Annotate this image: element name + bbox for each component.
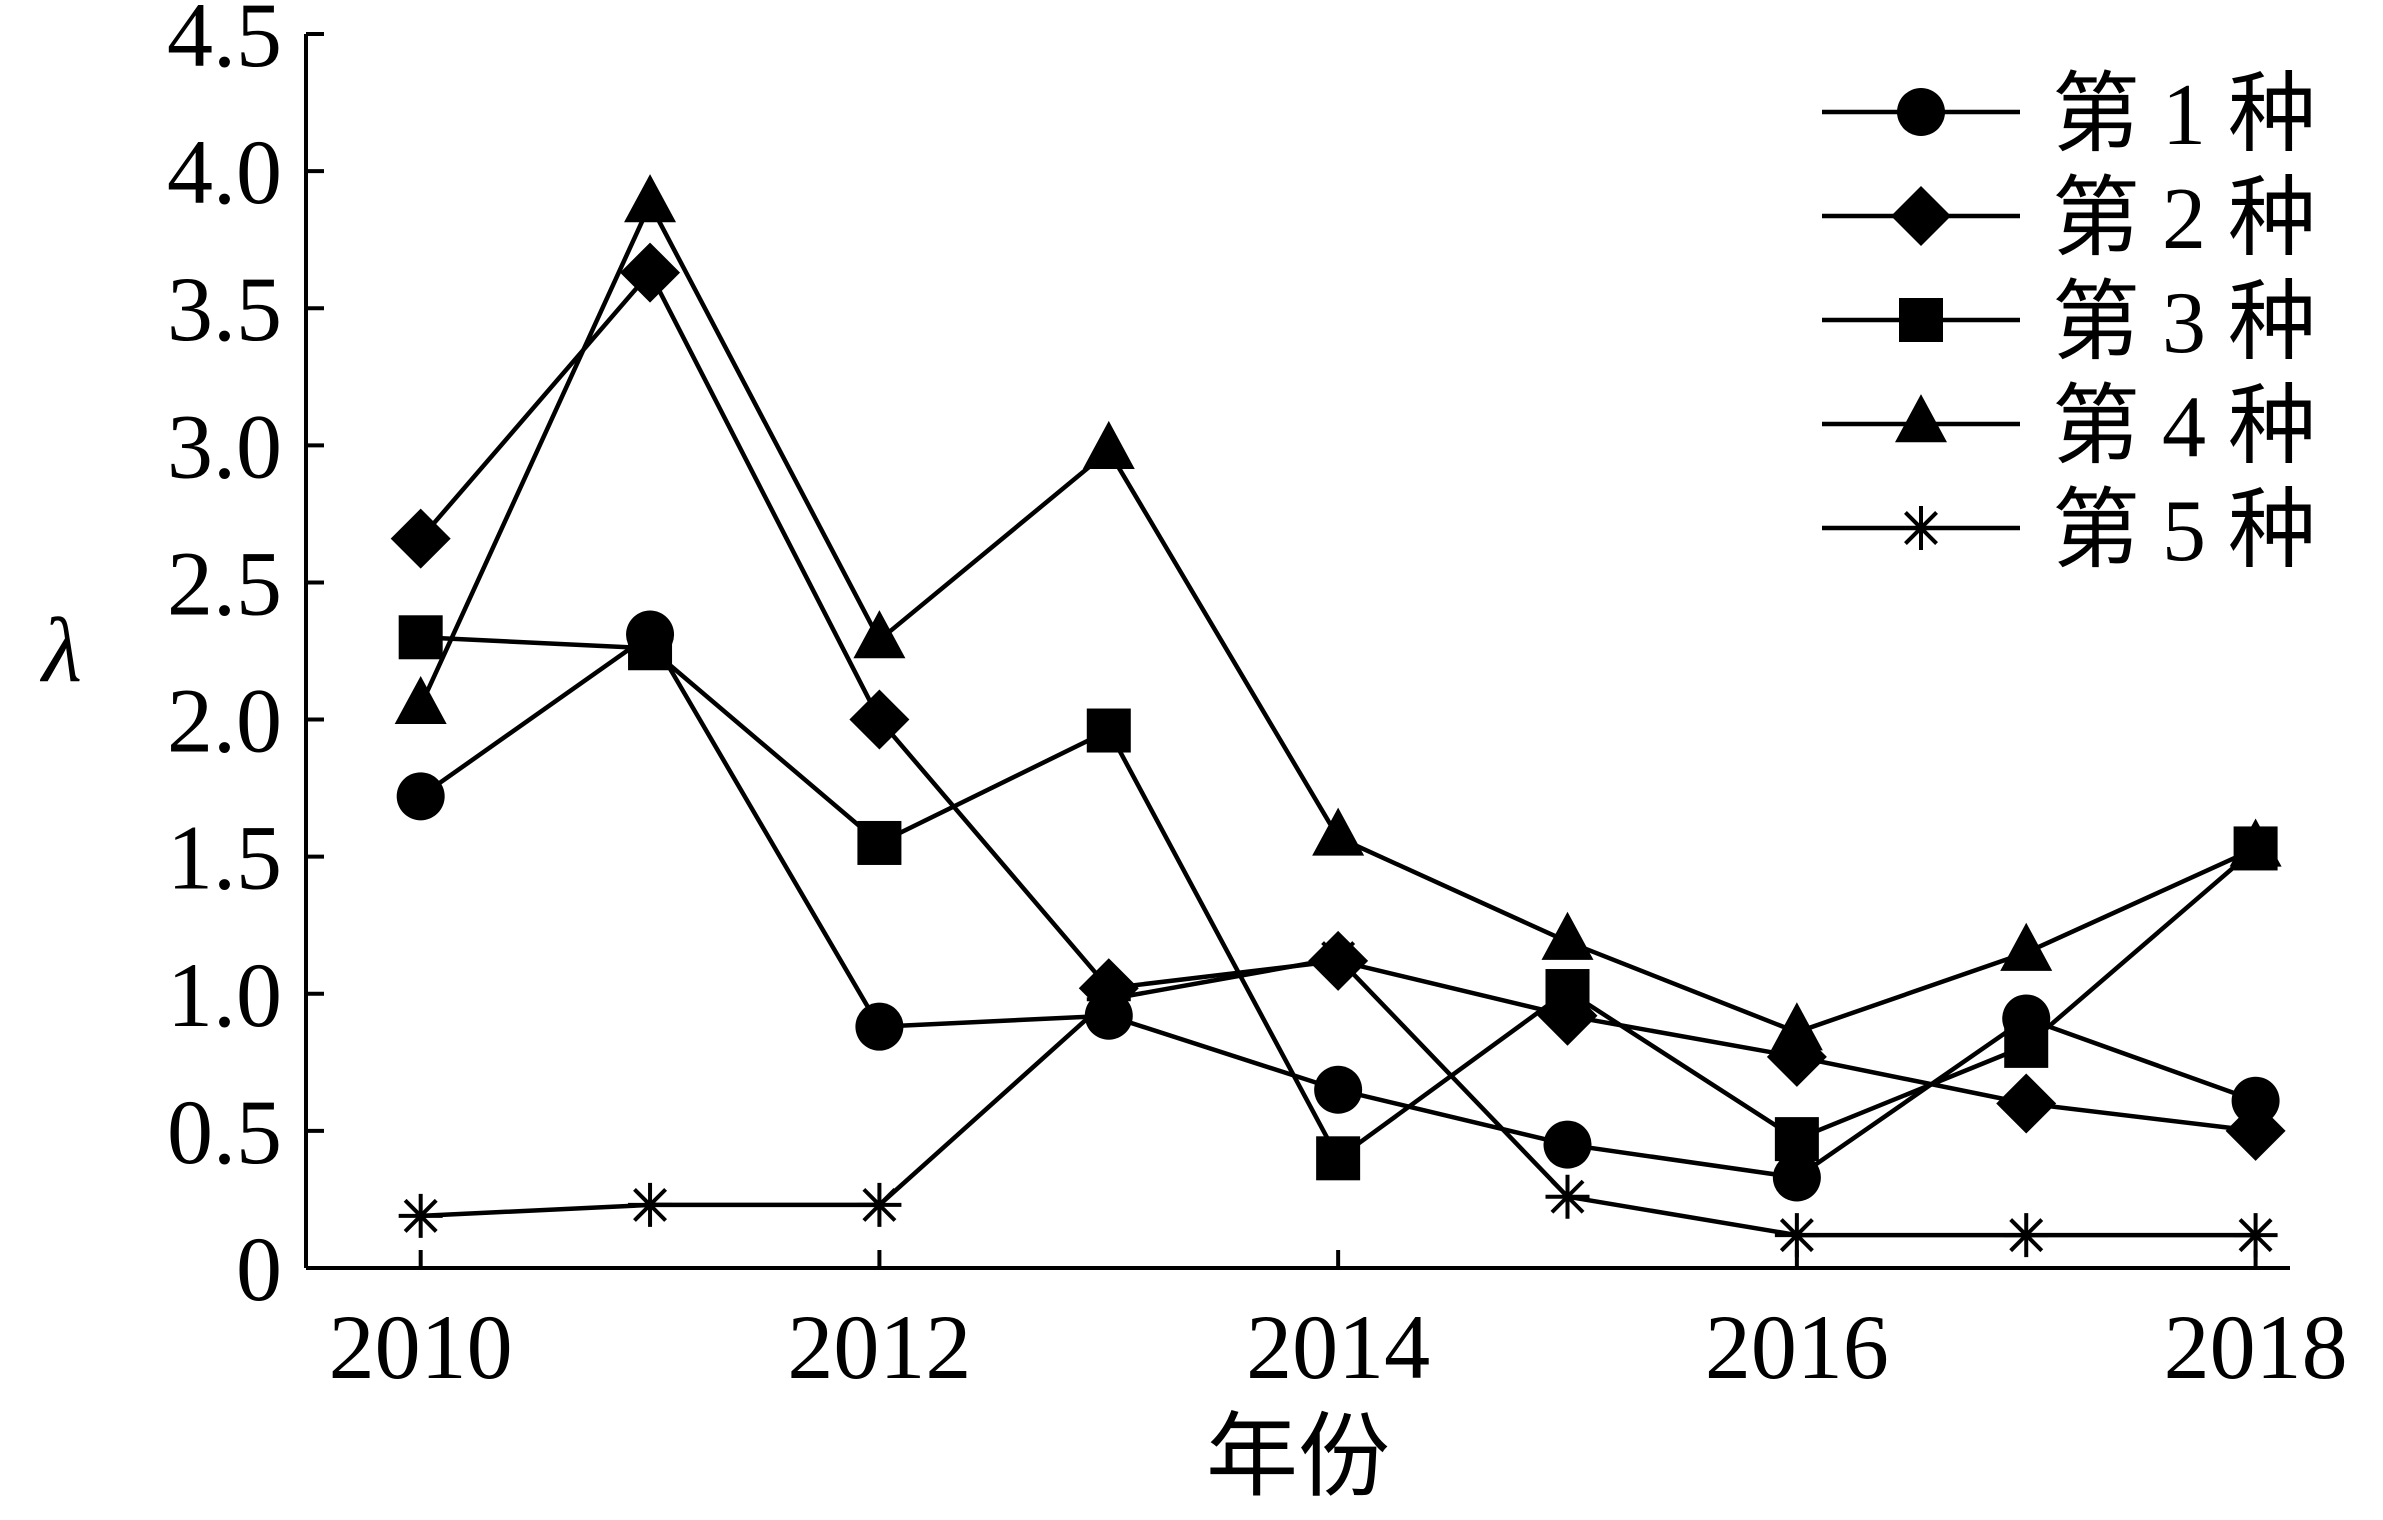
x-tick-label: 2012: [787, 1296, 971, 1398]
y-tick-label: 1.5: [167, 807, 282, 909]
series-5-point: [628, 1182, 673, 1227]
series-5-point: [1086, 977, 1131, 1022]
series-4-point: [2000, 922, 2053, 971]
x-tick-label: 2014: [1246, 1296, 1430, 1398]
series-3-point: [857, 820, 902, 865]
legend-label: 第 3 种: [2052, 275, 2316, 372]
series-4-point: [853, 610, 906, 659]
series-3-point: [1086, 708, 1131, 753]
y-tick-label: 2.5: [167, 532, 282, 634]
series-3-point: [1774, 1117, 1819, 1162]
legend-item: 第 2 种: [1822, 171, 2316, 268]
series-5-point: [857, 1182, 902, 1227]
series-3-point: [1316, 1136, 1361, 1181]
axes: 0 0.5 1.0 1.5 2.0 2.5 3.0 3.5 4.0 4.5 2010 2012 2014…: [167, 0, 2348, 1398]
series-markers: [390, 174, 2286, 1258]
series-4-point: [1312, 807, 1365, 856]
y-tick-label: 3.5: [167, 258, 282, 360]
y-tick-label: 0.5: [167, 1081, 282, 1183]
series-2-point: [849, 689, 910, 750]
y-tick-label: 3.0: [167, 395, 282, 497]
legend-item: 第 5 种: [1822, 483, 2316, 580]
x-tick-label: 2010: [329, 1296, 513, 1398]
series-1-point: [396, 772, 445, 821]
series-5-point: [2004, 1213, 2049, 1258]
series-2-point: [620, 242, 681, 303]
y-axis-title: λ: [39, 599, 82, 701]
legend-label: 第 2 种: [2052, 171, 2316, 268]
series-4-point: [1082, 420, 1135, 470]
x-axis-title: 年份: [1206, 1406, 1390, 1508]
series-5-point: [1774, 1213, 1819, 1258]
legend-marker: [1891, 186, 1951, 246]
series-3-point: [398, 615, 443, 660]
y-tick-label: 2.0: [167, 670, 282, 772]
legend: 第 1 种第 2 种第 3 种第 4 种第 5 种: [1822, 67, 2316, 580]
series-2-point: [390, 508, 451, 569]
series-4-point: [1541, 911, 1594, 960]
y-tick-label: 4.5: [167, 0, 282, 86]
legend-item: 第 1 种: [1822, 67, 2316, 164]
series-5-point: [1316, 936, 1361, 981]
legend-marker: [1899, 506, 1943, 550]
series-1-point: [1314, 1065, 1363, 1114]
series-3-point: [628, 626, 673, 671]
y-tick-label: 0: [236, 1218, 282, 1320]
legend-label: 第 5 种: [2052, 483, 2316, 580]
x-tick-label: 2016: [1705, 1296, 1889, 1398]
legend-marker: [1895, 394, 1947, 443]
y-tick-label: 4.0: [167, 121, 282, 223]
legend-item: 第 3 种: [1822, 275, 2316, 372]
series-3-point: [2004, 1023, 2049, 1068]
legend-item: 第 4 种: [1822, 379, 2316, 476]
series-4-point: [2229, 818, 2282, 867]
series-5-point: [1545, 1174, 1590, 1219]
legend-label: 第 1 种: [2052, 67, 2316, 164]
series-4-point: [624, 174, 677, 223]
series-5-point: [2233, 1213, 2278, 1258]
series-1-point: [2231, 1076, 2280, 1125]
y-tick-label: 1.0: [167, 944, 282, 1046]
series-2-point: [1996, 1073, 2057, 1134]
series-2-line: [418, 268, 2256, 1134]
series-1-point: [1772, 1153, 1821, 1202]
x-tick-label: 2018: [2164, 1296, 2348, 1398]
series-4-point: [394, 675, 447, 725]
legend-marker: [1897, 88, 1945, 136]
series-5-point: [398, 1193, 443, 1238]
series-3-point: [1545, 969, 1590, 1014]
series-2-point: [2225, 1100, 2286, 1161]
legend-marker: [1899, 298, 1943, 342]
series-4-line: [418, 198, 2257, 1035]
series-1-point: [1543, 1120, 1592, 1169]
series-4-point: [1770, 1002, 1823, 1051]
legend-label: 第 4 种: [2052, 379, 2316, 476]
series-1-point: [855, 1002, 904, 1051]
